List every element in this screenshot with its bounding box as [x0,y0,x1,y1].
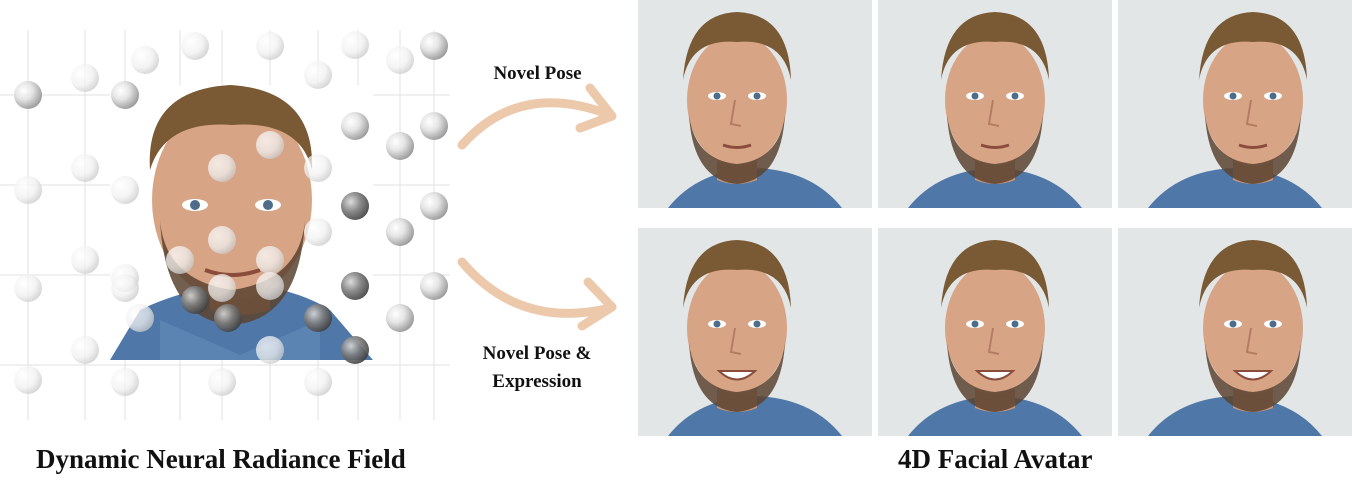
lattice-sphere [111,81,139,109]
lattice-sphere [14,81,42,109]
sphere-lattice [0,30,450,420]
lattice-sphere [208,226,236,254]
lattice-sphere [71,336,99,364]
lattice-sphere [304,218,332,246]
lattice-sphere [71,154,99,182]
lattice-spheres [14,31,448,396]
lattice-sphere [341,112,369,140]
lattice-sphere [14,176,42,204]
lattice-sphere [420,272,448,300]
avatar-expression-3 [1118,228,1352,436]
lattice-sphere [111,368,139,396]
avatar-pose-2 [878,0,1112,208]
lattice-sphere [214,304,242,332]
lattice-sphere [256,131,284,159]
avatar-render [638,228,872,436]
lattice-sphere [208,274,236,302]
lattice-sphere [71,246,99,274]
novel-expression-arrow [457,257,615,318]
lattice-sphere [341,336,369,364]
lattice-sphere [111,176,139,204]
field-caption: Dynamic Neural Radiance Field [36,444,406,474]
lattice-sphere [181,286,209,314]
lattice-sphere [304,368,332,396]
lattice-sphere [208,154,236,182]
novel-pose-expression-label: Novel Pose & Expression [462,340,612,396]
arrows-group [457,83,617,331]
avatar-expression-1 [638,228,872,436]
lattice-sphere [420,32,448,60]
lattice-sphere [256,272,284,300]
lattice-sphere [386,304,414,332]
avatar-render [1118,228,1352,436]
lattice-sphere [131,46,159,74]
lattice-sphere [420,192,448,220]
lattice-sphere [166,246,194,274]
lattice-sphere [14,366,42,394]
lattice-sphere [420,112,448,140]
lattice-sphere [386,132,414,160]
avatar-caption: 4D Facial Avatar [898,444,1093,474]
lattice-sphere [208,368,236,396]
avatar-render [878,228,1112,436]
avatar-expression-2 [878,228,1112,436]
lattice-sphere [304,154,332,182]
lattice-sphere [341,31,369,59]
novel-pose-arrowhead [575,83,617,133]
novel-pose-expression-line1: Novel Pose & [482,343,592,364]
lattice-sphere [71,64,99,92]
novel-pose-arrow [457,98,615,150]
lattice-sphere [256,32,284,60]
lattice-sphere [304,61,332,89]
avatar-pose-1 [638,0,872,208]
lattice-sphere [256,246,284,274]
avatar-render [638,0,872,208]
lattice-sphere [111,274,139,302]
lattice-sphere [256,336,284,364]
lattice-sphere [386,46,414,74]
lattice-sphere [14,274,42,302]
lattice-sphere [341,192,369,220]
avatar-grid [638,0,1352,436]
novel-expression-arrowhead [577,277,617,331]
lattice-sphere [304,304,332,332]
avatar-render [1118,0,1352,208]
lattice-sphere [341,272,369,300]
lattice-sphere [126,304,154,332]
novel-pose-label: Novel Pose [493,63,582,84]
lattice-sphere [181,32,209,60]
avatar-render [878,0,1112,208]
novel-pose-expression-line2: Expression [492,371,582,392]
radiance-field-illustration [0,20,460,430]
avatar-pose-3 [1118,0,1352,208]
lattice-sphere [386,218,414,246]
